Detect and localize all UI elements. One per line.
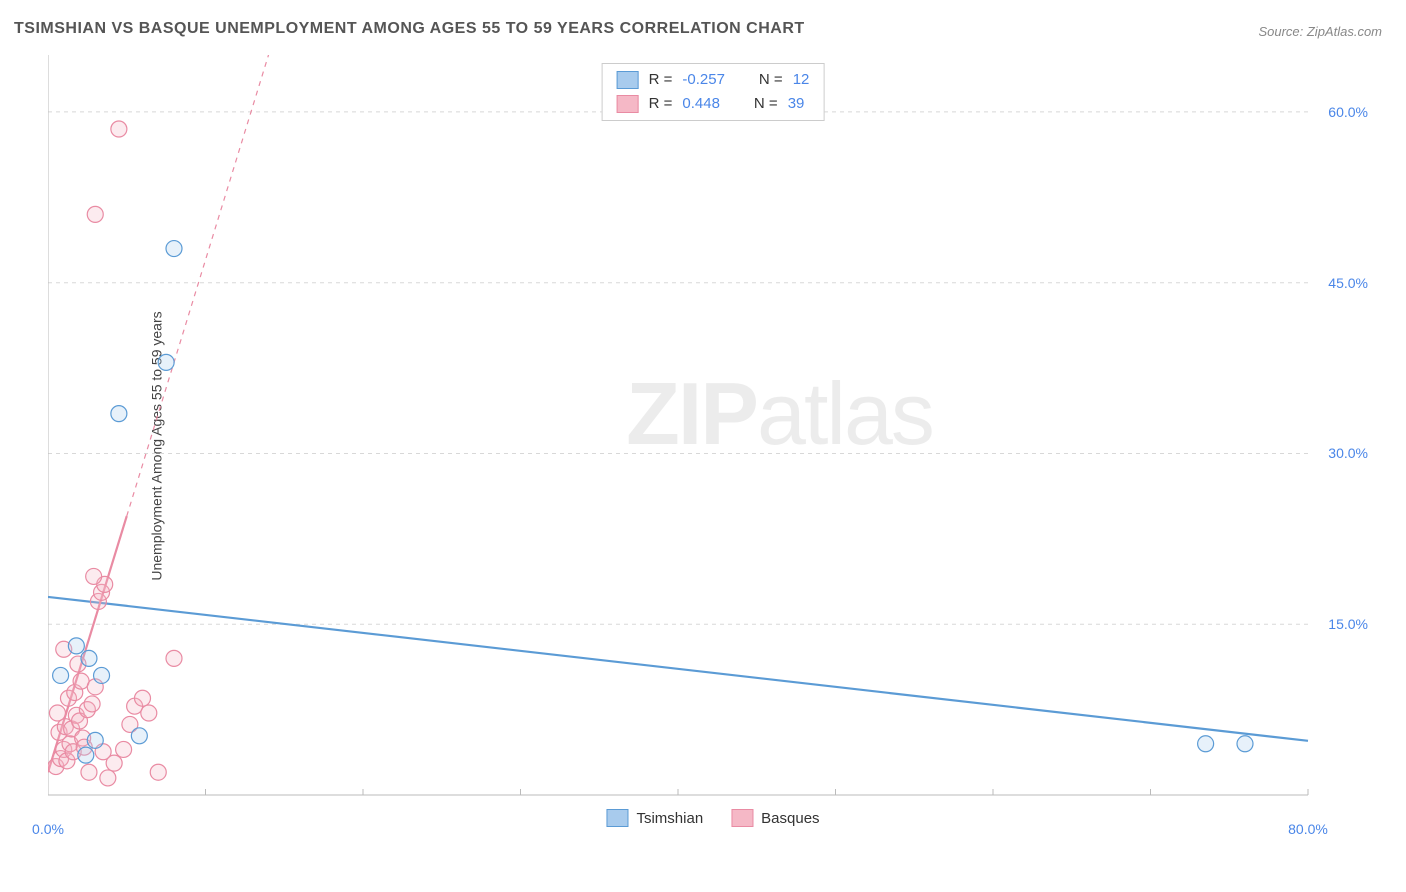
n-label: N = <box>754 92 778 116</box>
legend-swatch-tsimshian <box>617 71 639 89</box>
r-label: R = <box>649 92 673 116</box>
y-tick-label: 60.0% <box>1328 104 1368 120</box>
legend-item-tsimshian: Tsimshian <box>606 809 703 827</box>
n-value-basques: 39 <box>788 92 805 116</box>
y-tick-label: 30.0% <box>1328 445 1368 461</box>
legend-row-tsimshian: R = -0.257 N = 12 <box>617 68 810 92</box>
y-tick-label: 45.0% <box>1328 275 1368 291</box>
x-tick-label: 0.0% <box>32 821 64 837</box>
legend-label-tsimshian: Tsimshian <box>636 810 703 827</box>
correlation-chart: TSIMSHIAN VS BASQUE UNEMPLOYMENT AMONG A… <box>0 0 1406 892</box>
legend-item-basques: Basques <box>731 809 819 827</box>
y-tick-label: 15.0% <box>1328 616 1368 632</box>
plot-area: ZIPatlas R = -0.257 N = 12 R = 0.448 N =… <box>48 55 1378 835</box>
legend-swatch-tsimshian-b <box>606 809 628 827</box>
x-tick-label: 80.0% <box>1288 821 1328 837</box>
n-label: N = <box>759 68 783 92</box>
legend-swatch-basques-b <box>731 809 753 827</box>
chart-title: TSIMSHIAN VS BASQUE UNEMPLOYMENT AMONG A… <box>14 20 805 38</box>
r-value-basques: 0.448 <box>682 92 720 116</box>
r-label: R = <box>649 68 673 92</box>
legend-swatch-basques <box>617 95 639 113</box>
series-legend: Tsimshian Basques <box>606 809 819 827</box>
n-value-tsimshian: 12 <box>793 68 810 92</box>
legend-row-basques: R = 0.448 N = 39 <box>617 92 810 116</box>
r-value-tsimshian: -0.257 <box>682 68 725 92</box>
plot-svg <box>48 55 1378 835</box>
correlation-legend: R = -0.257 N = 12 R = 0.448 N = 39 <box>602 63 825 121</box>
legend-label-basques: Basques <box>761 810 819 827</box>
source-label: Source: ZipAtlas.com <box>1258 24 1382 39</box>
